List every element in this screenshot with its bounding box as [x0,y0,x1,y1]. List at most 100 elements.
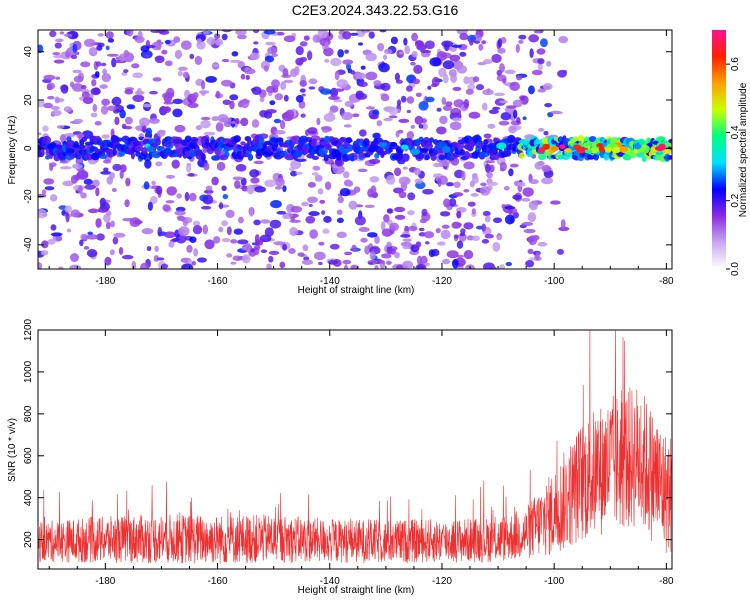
heatmap-noise-blob [54,38,64,43]
heatmap-noise-blob [550,200,561,205]
heatmap-noise-blob [97,33,104,37]
snr-x-axis: -180 -160 -140 -120 -100 -80 [48,330,674,587]
heatmap-noise-blob [250,248,255,253]
heatmap-noise-blob [414,178,423,184]
heatmap-noise-blob [290,216,295,221]
heatmap-noise-blob [140,45,150,53]
heatmap-noise-blob [389,222,400,232]
heatmap-noise-blob [305,215,316,224]
heatmap-peak-blob [379,142,387,148]
colorbar: 0.0 0.2 0.4 0.6 Normalized spectral amplitu… [712,30,749,276]
heatmap-noise-blob [516,116,521,124]
heatmap-carrier-blob [130,151,135,160]
heatmap-noise-blob [221,30,232,33]
heatmap-noise-blob [221,237,231,243]
heatmap-noise-blob [467,201,476,207]
heatmap-noise-blob [428,249,435,258]
heatmap-noise-blob [70,174,78,184]
heatmap-carrier-blob [223,151,230,158]
heatmap-noise-blob [404,45,411,55]
heatmap-noise-blob [529,179,539,185]
heatmap-noise-blob [221,33,228,41]
heatmap-noise-blob [79,239,84,247]
heatmap-noise-blob [406,109,411,114]
heatmap-noise-blob [50,224,57,231]
heatmap-carrier-blob [148,151,153,160]
heatmap-noise-blob [407,210,415,216]
spectrogram-x-tick-label: -160 [208,276,228,287]
heatmap-noise-blob [202,194,214,205]
heatmap-peak-blob [418,148,429,153]
heatmap-noise-blob [186,244,193,253]
heatmap-noise-blob [221,79,233,87]
heatmap-noise-blob [381,253,392,259]
heatmap-noise-blob [100,105,109,115]
heatmap-noise-blob [546,60,552,67]
snr-y-axis: 200 400 600 800 1000 1200 [23,318,672,548]
heatmap-noise-blob [441,97,447,105]
heatmap-noise-blob [344,49,349,54]
heatmap-noise-blob [43,74,56,81]
heatmap-noise-blob [244,67,251,71]
heatmap-noise-blob [200,120,211,129]
heatmap-noise-blob [192,225,203,235]
heatmap-noise-blob [266,263,272,269]
heatmap-noise-blob [101,98,110,106]
heatmap-noise-blob [55,236,63,242]
heatmap-noise-blob [259,234,272,243]
heatmap-noise-blob [451,108,460,113]
heatmap-noise-blob [441,40,454,48]
heatmap-noise-blob [394,167,402,177]
heatmap-noise-blob [241,246,248,251]
heatmap-noise-blob [215,90,221,99]
heatmap-noise-blob [107,105,117,111]
heatmap-noise-blob [86,248,98,258]
heatmap-noise-blob [301,93,306,97]
snr-x-label: Height of straight line (km) [298,585,415,596]
heatmap-noise-blob [528,34,540,43]
heatmap-noise-blob [339,188,351,197]
heatmap-noise-blob [360,30,371,33]
heatmap-noise-blob [86,234,98,240]
heatmap-noise-blob [142,103,152,108]
heatmap-noise-blob [46,82,55,90]
heatmap-noise-blob [95,187,100,197]
heatmap-noise-blob [385,260,392,265]
heatmap-peak-blob [641,144,647,150]
heatmap-noise-blob [301,201,309,207]
colorbar-ticks: 0.0 0.2 0.4 0.6 [726,57,741,276]
heatmap-noise-blob [488,109,499,115]
heatmap-noise-blob [518,34,527,40]
heatmap-noise-blob [479,186,491,196]
heatmap-noise-blob [139,117,150,127]
heatmap-noise-blob [415,263,427,269]
heatmap-noise-blob [110,220,116,228]
heatmap-noise-blob [238,216,244,224]
heatmap-noise-blob [56,125,65,129]
heatmap-noise-blob [229,59,242,63]
heatmap-noise-blob [420,255,428,265]
heatmap-noise-blob [69,252,79,263]
heatmap-noise-blob [263,30,276,35]
heatmap-noise-blob [106,210,112,216]
heatmap-noise-blob [174,124,186,133]
heatmap-noise-blob [172,98,184,105]
heatmap-noise-blob [71,83,84,92]
heatmap-noise-blob [329,243,340,250]
heatmap-noise-blob [499,100,509,104]
spectrogram-y-tick-label: 40 [23,46,34,58]
heatmap-noise-blob [50,232,63,237]
heatmap-noise-blob [308,204,313,208]
heatmap-noise-blob [38,132,42,136]
heatmap-noise-blob [505,261,512,267]
heatmap-carrier-blob [83,154,94,161]
heatmap-noise-blob [164,60,173,67]
heatmap-noise-blob [165,174,176,179]
heatmap-peak-blob [604,147,612,153]
heatmap-noise-blob [47,95,55,100]
heatmap-noise-blob [463,249,474,260]
heatmap-noise-blob [73,75,84,83]
heatmap-noise-blob [118,246,124,255]
heatmap-noise-blob [336,217,344,224]
heatmap-noise-blob [442,104,452,112]
